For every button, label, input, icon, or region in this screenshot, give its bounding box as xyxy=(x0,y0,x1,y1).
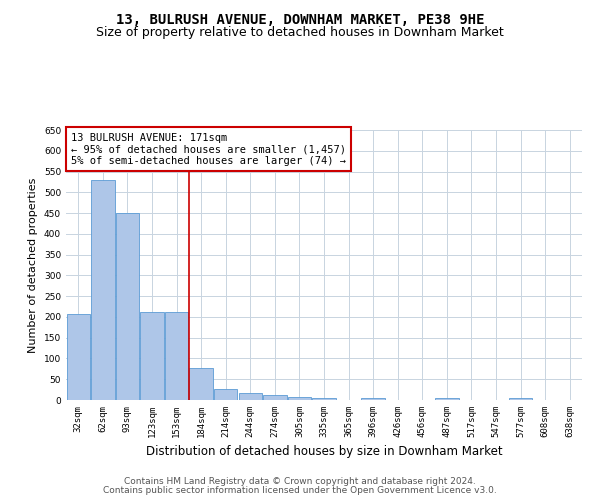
Y-axis label: Number of detached properties: Number of detached properties xyxy=(28,178,38,352)
Bar xyxy=(91,180,115,400)
Bar xyxy=(263,394,287,400)
Bar xyxy=(140,312,164,400)
Bar xyxy=(435,398,458,400)
Text: Contains HM Land Registry data © Crown copyright and database right 2024.: Contains HM Land Registry data © Crown c… xyxy=(124,477,476,486)
Bar xyxy=(288,397,311,400)
Bar xyxy=(214,389,238,400)
Text: 13 BULRUSH AVENUE: 171sqm
← 95% of detached houses are smaller (1,457)
5% of sem: 13 BULRUSH AVENUE: 171sqm ← 95% of detac… xyxy=(71,132,346,166)
Bar xyxy=(190,368,213,400)
Text: Contains public sector information licensed under the Open Government Licence v3: Contains public sector information licen… xyxy=(103,486,497,495)
Bar xyxy=(67,314,90,400)
Bar xyxy=(361,398,385,400)
Bar xyxy=(509,398,532,400)
X-axis label: Distribution of detached houses by size in Downham Market: Distribution of detached houses by size … xyxy=(146,446,502,458)
Bar xyxy=(116,213,139,400)
Bar xyxy=(313,398,335,400)
Text: 13, BULRUSH AVENUE, DOWNHAM MARKET, PE38 9HE: 13, BULRUSH AVENUE, DOWNHAM MARKET, PE38… xyxy=(116,12,484,26)
Bar xyxy=(165,312,188,400)
Text: Size of property relative to detached houses in Downham Market: Size of property relative to detached ho… xyxy=(96,26,504,39)
Bar xyxy=(239,393,262,400)
